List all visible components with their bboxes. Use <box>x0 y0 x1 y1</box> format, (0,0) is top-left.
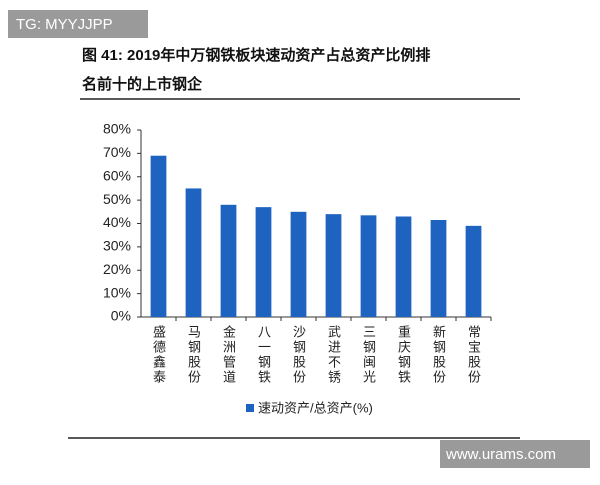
x-tick-label: 金洲管道 <box>221 324 236 385</box>
bar <box>430 219 447 317</box>
watermark: www.urams.com <box>445 446 556 463</box>
y-tick-label: 0% <box>111 308 131 324</box>
y-tick-label: 20% <box>103 261 131 277</box>
x-tick-label: 沙钢股份 <box>291 325 306 385</box>
bar <box>255 207 272 317</box>
x-tick-label: 马钢股份 <box>186 325 201 385</box>
bar <box>465 225 482 317</box>
bar <box>150 155 167 317</box>
x-tick-label: 三钢闽光 <box>361 325 376 385</box>
x-tick-label: 常宝股份 <box>466 325 481 385</box>
y-tick-label: 10% <box>103 284 131 300</box>
x-tick-label: 重庆钢铁 <box>396 324 411 385</box>
x-tick-label: 盛德鑫泰 <box>151 325 166 385</box>
y-tick-label: 50% <box>103 191 131 207</box>
watermark: TG: MYYJJPP <box>16 16 113 33</box>
legend-swatch <box>246 404 254 412</box>
bar <box>395 216 412 317</box>
legend-label: 速动资产/总资产(%) <box>258 400 373 415</box>
y-tick-label: 70% <box>103 144 131 160</box>
x-tick-label: 武进不锈 <box>326 325 341 385</box>
y-tick-label: 30% <box>103 238 131 254</box>
bar <box>325 214 342 317</box>
watermark-box <box>440 440 590 468</box>
bar <box>220 204 237 317</box>
watermark-box <box>8 10 148 38</box>
chart-title: 图 41: 2019年中万钢铁板块速动资产占总资产比例排 <box>82 46 430 64</box>
x-tick-label: 八一钢铁 <box>256 325 271 385</box>
y-tick-label: 80% <box>103 121 131 137</box>
x-tick-label: 新钢股份 <box>431 324 446 385</box>
bar <box>290 211 307 317</box>
bar <box>360 215 377 317</box>
y-tick-label: 60% <box>103 167 131 183</box>
chart-title: 名前十的上市钢企 <box>82 75 203 93</box>
bar <box>185 188 202 317</box>
y-tick-label: 40% <box>103 214 131 230</box>
